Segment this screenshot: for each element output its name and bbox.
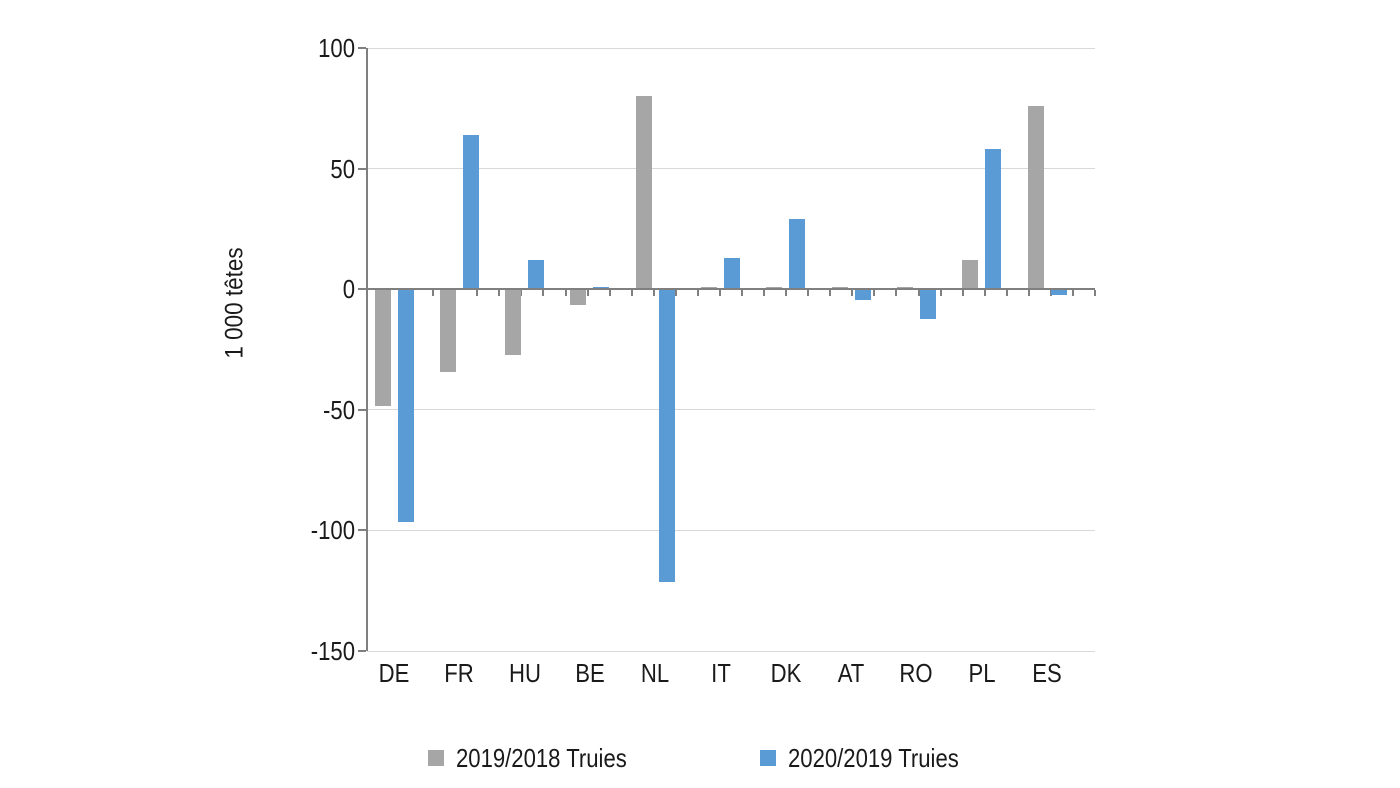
x-axis-tick: [696, 290, 699, 297]
x-tick-label-DK: DK: [770, 658, 802, 688]
bar-2019-2018-IT: [701, 286, 717, 290]
y-tick-label--50: -50: [323, 394, 355, 425]
y-tick-label--100: -100: [310, 515, 355, 546]
x-axis-tick: [1005, 290, 1008, 297]
x-axis-tick: [630, 290, 633, 297]
x-axis-line: [367, 288, 1095, 291]
gridline--150: [367, 650, 1095, 652]
y-tick-label--150: -150: [310, 636, 355, 666]
x-axis-tick: [983, 290, 986, 297]
bar-2020-2019-ES: [1050, 290, 1067, 295]
legend-item-gray: 2019/2018 Truies: [428, 745, 657, 771]
y-axis-tick-50: [358, 167, 366, 170]
x-axis-tick: [917, 290, 920, 297]
x-axis-tick: [851, 290, 854, 297]
x-axis-tick: [432, 290, 435, 297]
y-axis-tick--100: [358, 529, 366, 532]
x-axis-tick: [763, 290, 766, 297]
bar-2020-2019-PL: [985, 149, 1002, 290]
x-tick-label-IT: IT: [710, 658, 731, 688]
y-axis-line: [366, 48, 368, 651]
x-axis-tick: [652, 290, 655, 297]
x-tick-label-ES: ES: [1032, 658, 1062, 688]
x-axis-tick: [1027, 290, 1030, 297]
x-axis-tick: [829, 290, 832, 297]
x-axis-tick: [586, 290, 589, 297]
x-tick-label-FR: FR: [444, 658, 475, 688]
x-axis-tick: [785, 290, 788, 297]
x-axis-tick: [608, 290, 611, 297]
gridline-50: [367, 168, 1095, 170]
x-axis-tick: [741, 290, 744, 297]
y-axis-tick--50: [358, 408, 366, 411]
x-tick-label-NL: NL: [641, 658, 670, 688]
y-tick-label-50: 50: [330, 153, 355, 184]
x-tick-label-PL: PL: [968, 658, 996, 688]
x-tick-label-DE: DE: [378, 658, 410, 688]
legend-label: 2020/2019 Truies: [788, 743, 959, 773]
x-axis-tick: [807, 290, 810, 297]
x-axis-tick: [674, 290, 677, 297]
x-axis-tick: [1071, 290, 1074, 297]
legend-swatch-gray: [428, 750, 444, 766]
bar-2020-2019-AT: [854, 290, 871, 300]
y-tick-label-100: 100: [318, 33, 355, 63]
legend-swatch-blue: [760, 750, 776, 766]
x-tick-label-BE: BE: [575, 658, 605, 688]
x-axis-tick: [939, 290, 942, 297]
y-axis-title: 1 000 têtes: [220, 247, 249, 359]
bar-2019-2018-AT: [831, 286, 848, 290]
bar-2019-2018-DE: [374, 290, 391, 406]
y-axis-tick-100: [358, 47, 366, 49]
bar-2019-2018-BE: [570, 290, 587, 305]
x-axis-tick: [873, 290, 876, 297]
bar-2020-2019-NL: [658, 290, 675, 583]
x-tick-label-HU: HU: [508, 658, 541, 688]
x-axis-tick: [498, 290, 501, 297]
gridline-100: [367, 47, 1095, 49]
x-axis-tick: [1094, 290, 1096, 297]
x-axis-tick: [564, 290, 567, 297]
bar-2019-2018-RO: [896, 286, 913, 290]
bar-2020-2019-DK: [789, 219, 806, 290]
y-axis-tick-0: [358, 288, 366, 291]
bar-2019-2018-HU: [505, 290, 522, 356]
bar-2019-2018-DK: [766, 286, 783, 290]
x-axis-tick: [895, 290, 898, 297]
gridline--50: [367, 409, 1095, 411]
legend-label: 2019/2018 Truies: [456, 743, 627, 773]
gridline--100: [367, 529, 1095, 531]
x-axis-tick: [476, 290, 479, 297]
bar-2020-2019-FR: [462, 134, 479, 290]
x-tick-label-RO: RO: [899, 658, 933, 688]
y-tick-label-0: 0: [342, 274, 355, 305]
x-tick-label-AT: AT: [837, 658, 865, 688]
bar-2020-2019-DE: [397, 290, 414, 522]
x-axis-tick: [520, 290, 523, 297]
x-axis-tick: [961, 290, 964, 297]
bar-2020-2019-RO: [919, 290, 936, 320]
x-axis-tick: [718, 290, 721, 297]
x-axis-tick: [542, 290, 545, 297]
bar-2020-2019-IT: [724, 257, 740, 290]
bar-2020-2019-BE: [593, 286, 610, 290]
bar-2019-2018-NL: [635, 96, 652, 290]
y-axis-tick--150: [358, 650, 366, 652]
bar-2020-2019-HU: [528, 260, 545, 290]
bar-2019-2018-FR: [439, 290, 456, 373]
bar-2019-2018-ES: [1027, 105, 1044, 290]
bar-2019-2018-PL: [962, 260, 979, 290]
legend-item-blue: 2020/2019 Truies: [760, 745, 989, 771]
